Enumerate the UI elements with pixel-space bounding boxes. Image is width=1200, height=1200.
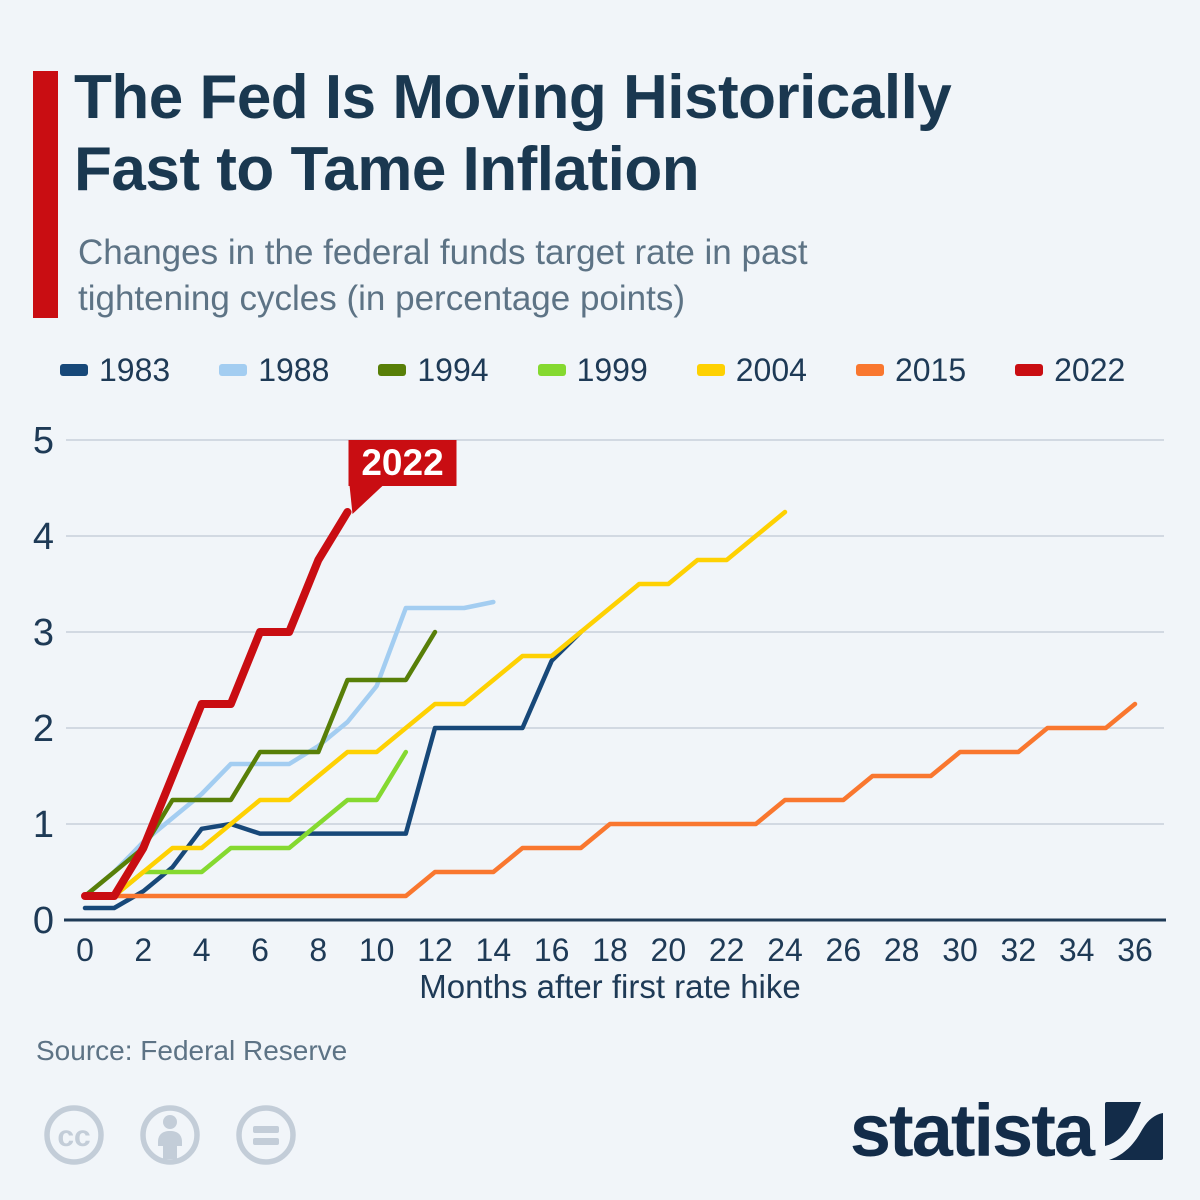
line-1988 — [82, 599, 496, 899]
license-icons: cc — [42, 1103, 298, 1167]
legend-label: 2022 — [1054, 351, 1126, 388]
legend-marker — [378, 364, 407, 376]
legend: 1983 1988 1994 1999 2004 2015 2022 — [60, 350, 1170, 390]
legend-item-2022: 2022 — [1015, 352, 1125, 389]
x-tick-label: 10 — [359, 932, 395, 968]
legend-label: 1999 — [576, 351, 648, 388]
x-tick-label: 14 — [476, 932, 512, 968]
statista-brand: statista — [849, 1089, 1163, 1172]
cc-nd-equals-icon — [236, 1105, 296, 1165]
x-tick-label: 24 — [767, 932, 803, 968]
x-tick-label: 12 — [417, 932, 453, 968]
source-note: Source: Federal Reserve — [36, 1035, 348, 1066]
x-tick-label: 18 — [592, 932, 628, 968]
x-tick-label: 32 — [1001, 932, 1037, 968]
legend-label: 2004 — [735, 351, 807, 388]
legend-item-1999: 1999 — [537, 351, 648, 389]
y-tick-label: 2 — [33, 708, 54, 750]
legend-item-2004: 2004 — [696, 351, 807, 389]
legend-item-2015: 2015 — [855, 351, 967, 389]
chart-subtitle: Changes in the federal funds target rate… — [78, 230, 1078, 322]
legend-item-1983: 1983 — [60, 352, 170, 389]
line-2004 — [82, 509, 788, 899]
legend-label: 1988 — [258, 351, 330, 388]
cc-by-person-icon — [140, 1105, 200, 1165]
x-tick-label: 4 — [193, 932, 211, 968]
line-1983 — [82, 629, 584, 911]
statista-logo-icon — [1105, 1102, 1163, 1160]
legend-item-1994: 1994 — [378, 351, 489, 389]
legend-marker — [537, 364, 566, 376]
accent-bar — [33, 71, 58, 318]
legend-marker — [1015, 364, 1044, 376]
y-tick-label: 4 — [33, 516, 54, 558]
legend-marker — [855, 364, 884, 376]
subtitle-line-2: tightening cycles (in percentage points) — [78, 279, 686, 318]
legend-marker — [60, 364, 88, 376]
x-tick-label: 22 — [709, 932, 745, 968]
title-line-1: The Fed Is Moving Historically — [74, 63, 952, 132]
x-tick-label: 34 — [1059, 932, 1095, 968]
x-tick-label: 20 — [651, 932, 687, 968]
subtitle-line-1: Changes in the federal funds target rate… — [78, 233, 808, 272]
x-tick-label: 30 — [942, 932, 978, 968]
legend-marker — [219, 364, 248, 376]
y-tick-label: 3 — [33, 612, 54, 654]
title-line-2: Fast to Tame Inflation — [74, 135, 700, 204]
legend-label: 2015 — [894, 351, 967, 388]
x-tick-label: 36 — [1117, 932, 1153, 968]
line-2022 — [81, 508, 352, 900]
chart-area: 0 1 2 3 4 5 0 2 4 6 8 10 12 14 16 18 20 22 24 26 28 30 32 34 36 M… — [0, 400, 1200, 1020]
y-tick-label: 0 — [33, 900, 54, 942]
x-tick-label: 28 — [884, 932, 920, 968]
x-tick-label: 16 — [534, 932, 570, 968]
page-title: The Fed Is Moving Historically Fast to T… — [74, 62, 1164, 206]
callout-box — [348, 440, 457, 486]
y-tick-label: 5 — [33, 420, 54, 462]
legend-label: 1983 — [99, 351, 171, 388]
legend-label: 1994 — [417, 351, 489, 388]
cc-icon: cc — [44, 1105, 104, 1165]
line-2015 — [82, 701, 1138, 899]
x-tick-label: 8 — [309, 932, 327, 968]
x-tick-label: 26 — [826, 932, 862, 968]
x-tick-label: 6 — [251, 932, 269, 968]
legend-item-1988: 1988 — [219, 352, 329, 389]
x-tick-label: 2 — [134, 932, 152, 968]
x-tick-label: 0 — [76, 932, 94, 968]
callout-label: 2022 — [361, 442, 443, 483]
statista-wordmark: statista — [849, 1089, 1095, 1172]
x-axis-title: Months after first rate hike — [419, 968, 800, 1005]
legend-marker — [696, 364, 725, 376]
y-tick-label: 1 — [33, 804, 54, 846]
callout-pointer — [349, 485, 384, 514]
svg-text:cc: cc — [57, 1120, 90, 1153]
